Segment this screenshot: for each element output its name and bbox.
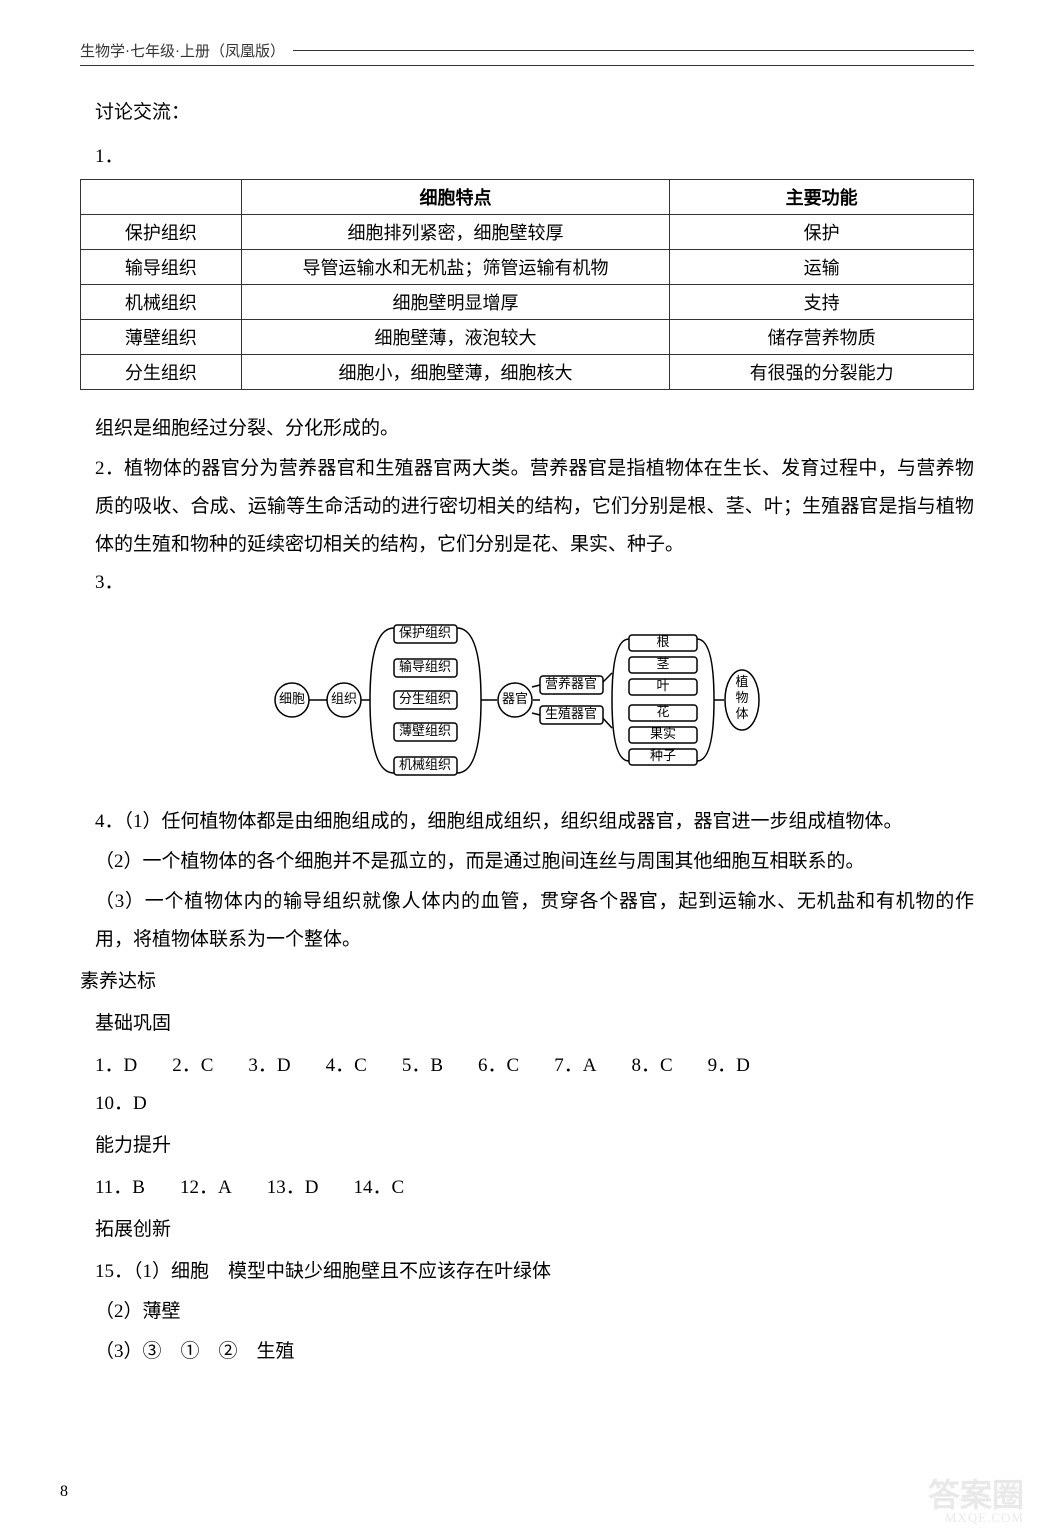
- q15-2: （2）薄壁: [80, 1293, 974, 1331]
- organ-box: 种子: [629, 748, 697, 765]
- table-header: 主要功能: [670, 180, 974, 215]
- svg-text:薄壁组织: 薄壁组织: [399, 723, 451, 738]
- q15-3: （3）③ ① ② 生殖: [80, 1333, 974, 1371]
- table-cell: 细胞小，细胞壁薄，细胞核大: [241, 355, 670, 390]
- answers-row-1: 1．D 2．C 3．D 4．C 5．B 6．C 7．A 8．C 9．D: [80, 1047, 974, 1085]
- diagram-node-tissue: 组织: [331, 691, 357, 706]
- svg-text:机械组织: 机械组织: [399, 757, 451, 772]
- answer-item: 14．C: [353, 1169, 404, 1207]
- svg-text:保护组织: 保护组织: [399, 625, 451, 640]
- answer-item: 3．D: [248, 1047, 290, 1085]
- svg-text:根: 根: [656, 634, 669, 649]
- structure-diagram: 细胞 组织 器官 保护组织 输导组织 分生组织 薄壁组织 机械组织 营养器官 生…: [80, 613, 974, 788]
- answers-row-2: 10．D: [80, 1085, 974, 1123]
- svg-text:茎: 茎: [656, 656, 669, 671]
- header-text: 生物学·七年级·上册（凤凰版）: [80, 40, 285, 61]
- diagram-node-organ: 器官: [502, 691, 528, 706]
- table-cell: 细胞排列紧密，细胞壁较厚: [241, 215, 670, 250]
- svg-text:果实: 果实: [650, 726, 676, 741]
- header-line: [293, 50, 974, 51]
- answer-item: 7．A: [554, 1047, 596, 1085]
- plant-body-char: 物: [735, 690, 748, 705]
- plant-body-char: 体: [735, 706, 748, 721]
- answers-row-3: 11．B 12．A 13．D 14．C: [80, 1169, 974, 1207]
- tissue-box: 分生组织: [394, 691, 457, 709]
- svg-text:生殖器官: 生殖器官: [545, 706, 597, 721]
- answer-item: 5．B: [402, 1047, 443, 1085]
- answer-item: 13．D: [267, 1169, 319, 1207]
- tissue-box: 输导组织: [394, 659, 457, 677]
- answer-item: 11．B: [95, 1169, 145, 1207]
- diagram-node-cell: 细胞: [279, 691, 305, 706]
- organ-cat-box: 营养器官: [540, 676, 603, 694]
- organ-box: 果实: [629, 726, 697, 743]
- watermark-sub: MXQE.COM: [945, 1510, 1024, 1526]
- table-cell: 导管运输水和无机盐；筛管运输有机物: [241, 250, 670, 285]
- svg-text:营养器官: 营养器官: [545, 676, 597, 691]
- answer-item: 12．A: [180, 1169, 232, 1207]
- q15-1: 15．（1）细胞 模型中缺少细胞壁且不应该存在叶绿体: [80, 1253, 974, 1291]
- table-cell: 输导组织: [81, 250, 242, 285]
- table-header: [81, 180, 242, 215]
- table-cell: 支持: [670, 285, 974, 320]
- table-cell: 分生组织: [81, 355, 242, 390]
- svg-text:分生组织: 分生组织: [399, 691, 451, 706]
- answer-item: 1．D: [95, 1047, 137, 1085]
- ext-label: 拓展创新: [80, 1211, 974, 1249]
- table-cell: 细胞壁明显增厚: [241, 285, 670, 320]
- svg-text:叶: 叶: [656, 678, 669, 693]
- table-cell: 机械组织: [81, 285, 242, 320]
- organ-box: 叶: [629, 678, 697, 695]
- para-4-2: （2）一个植物体的各个细胞并不是孤立的，而是通过胞间连丝与周围其他细胞互相联系的…: [80, 843, 974, 881]
- answer-item: 8．C: [631, 1047, 672, 1085]
- table-cell: 薄壁组织: [81, 320, 242, 355]
- plant-body-char: 植: [735, 674, 748, 689]
- organ-cat-box: 生殖器官: [540, 706, 603, 724]
- para-after-table: 组织是细胞经过分裂、分化形成的。: [80, 410, 974, 448]
- diagram-svg: 细胞 组织 器官 保护组织 输导组织 分生组织 薄壁组织 机械组织 营养器官 生…: [272, 613, 782, 788]
- answer-item: 2．C: [172, 1047, 213, 1085]
- table-cell: 保护: [670, 215, 974, 250]
- item-1-number: 1．: [80, 140, 974, 174]
- table-cell: 细胞壁薄，液泡较大: [241, 320, 670, 355]
- ability-label: 能力提升: [80, 1127, 974, 1165]
- answer-item: 10．D: [95, 1085, 147, 1123]
- discuss-title: 讨论交流：: [80, 96, 974, 130]
- page-number: 8: [60, 1483, 68, 1501]
- page-header: 生物学·七年级·上册（凤凰版）: [80, 40, 974, 66]
- para-4-3: （3）一个植物体内的输导组织就像人体内的血管，贯穿各个器官，起到运输水、无机盐和…: [80, 883, 974, 959]
- tissue-box: 薄壁组织: [394, 723, 457, 741]
- table-cell: 储存营养物质: [670, 320, 974, 355]
- table-cell: 有很强的分裂能力: [670, 355, 974, 390]
- svg-text:种子: 种子: [650, 748, 676, 763]
- svg-text:输导组织: 输导组织: [399, 659, 451, 674]
- organ-box: 花: [629, 704, 697, 721]
- answer-item: 4．C: [326, 1047, 367, 1085]
- svg-text:花: 花: [656, 704, 669, 719]
- tissue-box: 机械组织: [394, 757, 457, 775]
- answer-item: 9．D: [708, 1047, 750, 1085]
- organ-box: 茎: [629, 656, 697, 673]
- organ-box: 根: [629, 634, 697, 651]
- tissue-table: 细胞特点 主要功能 保护组织细胞排列紧密，细胞壁较厚保护 输导组织导管运输水和无…: [80, 179, 974, 390]
- standard-title: 素养达标: [80, 963, 974, 1001]
- table-cell: 运输: [670, 250, 974, 285]
- item-3-number: 3．: [80, 566, 974, 600]
- tissue-box: 保护组织: [394, 625, 457, 643]
- answer-item: 6．C: [478, 1047, 519, 1085]
- table-header: 细胞特点: [241, 180, 670, 215]
- table-cell: 保护组织: [81, 215, 242, 250]
- para-4-1: 4．（1）任何植物体都是由细胞组成的，细胞组成组织，组织组成器官，器官进一步组成…: [80, 803, 974, 841]
- basic-label: 基础巩固: [80, 1005, 974, 1043]
- para-2: 2．植物体的器官分为营养器官和生殖器官两大类。营养器官是指植物体在生长、发育过程…: [80, 450, 974, 564]
